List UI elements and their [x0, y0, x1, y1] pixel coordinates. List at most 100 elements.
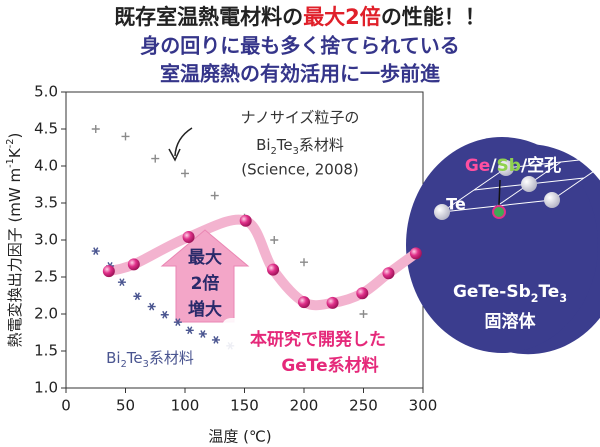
y-tick-label: 2.5: [34, 268, 58, 286]
pointer: [498, 179, 501, 206]
arrow-label: 最大: [188, 247, 222, 268]
lattice-line: [505, 161, 562, 169]
data-point: [356, 287, 369, 300]
annotation-part: 3: [143, 359, 149, 370]
annotation: (Science, 2008): [241, 161, 359, 179]
annotation-part: Te: [126, 349, 143, 367]
annotation-part: 2: [271, 146, 277, 157]
data-point: [326, 296, 339, 309]
data-point: [173, 318, 182, 326]
annotation-part: Bi: [256, 136, 270, 154]
x-tick-label: 300: [409, 397, 438, 415]
annotation-part: 2: [121, 359, 127, 370]
data-point: [382, 267, 395, 280]
callout: [222, 318, 420, 382]
annotation: Bi2Te3系材料: [106, 349, 194, 370]
data-point: [239, 214, 252, 227]
annotation-part: 3: [293, 146, 299, 157]
data-point: [121, 132, 130, 141]
crystal-label: GeTe-Sb2Te3: [453, 282, 567, 305]
y-axis-label: 熱電変換出力因子 (mW m-1K-2): [5, 133, 24, 348]
x-tick-label: 250: [349, 397, 378, 415]
data-point: [91, 247, 100, 255]
y-tick-label: 4.0: [34, 157, 58, 175]
y-tick-label: 1.5: [34, 342, 58, 360]
y-tick-label: 3.0: [34, 231, 58, 249]
data-point: [133, 292, 142, 301]
annotation-part: 系材料: [149, 349, 194, 367]
data-point: [127, 258, 140, 271]
x-axis-label: 温度 (℃): [208, 428, 271, 446]
te-atom: [434, 204, 450, 220]
arrow-head: [168, 148, 181, 162]
annotation: ナノサイズ粒子の: [241, 109, 360, 127]
y-axis-label-part: -1: [5, 158, 16, 168]
data-point: [298, 296, 310, 309]
y-axis-label-part: K: [6, 147, 24, 158]
increase-arrow: [160, 229, 250, 323]
callout-label: GeTe系材料: [281, 355, 378, 376]
x-tick-label: 100: [171, 397, 200, 415]
te-atom: [498, 160, 514, 176]
y-tick-label: 1.0: [34, 379, 58, 397]
data-point: [181, 169, 189, 178]
crystal-label-part: /: [490, 156, 497, 176]
y-tick-label: 5.0: [34, 83, 58, 101]
y-tick-label: 3.5: [34, 194, 58, 212]
annotation-part: Te: [276, 136, 293, 154]
data-point: [91, 125, 100, 133]
data-point: [270, 236, 279, 244]
data-point: [182, 231, 195, 244]
x-tick-label: 50: [116, 397, 135, 415]
callout-label: 本研究で開発した: [250, 329, 386, 350]
data-point: [198, 330, 207, 338]
lattice-line: [560, 157, 600, 163]
annotation: Bi2Te3系材料: [256, 136, 344, 157]
annotation-part: Bi: [106, 349, 120, 367]
crystal-label-part: /空孔: [521, 155, 561, 176]
bubble-body: [406, 137, 598, 353]
x-tick-label: 0: [61, 397, 71, 415]
data-point: [300, 258, 308, 267]
crystal-label: Te: [446, 195, 466, 214]
crystal-label: Ge/Sb/空孔: [465, 155, 561, 176]
data-point: [147, 302, 156, 311]
crystal-label-part: GeTe-Sb: [453, 282, 531, 302]
title-part: 既存室温熱電材料の: [114, 5, 303, 29]
lattice-line: [528, 177, 585, 185]
arrow-label: 増大: [188, 299, 222, 320]
site-atom: [492, 205, 506, 219]
x-tick-label: 150: [230, 397, 259, 415]
title-part: の性能！！: [381, 5, 486, 29]
subtitle: 身の回りに最も多く捨てられている: [140, 34, 459, 58]
data-point: [117, 278, 126, 287]
subtitle: 室温廃熱の有効活用に一歩前進: [160, 62, 440, 86]
annotation-part: 系材料: [299, 136, 344, 154]
crystal-label-part: Sb: [497, 156, 521, 176]
y-axis-label-part: 熱電変換出力因子 (mW m: [6, 168, 24, 347]
data-point: [211, 336, 220, 344]
data-point: [185, 326, 194, 335]
te-atom: [544, 192, 560, 208]
lattice-line: [473, 183, 530, 191]
te-atom: [521, 176, 537, 192]
data-point: [409, 247, 422, 260]
y-axis-label-part: ): [6, 133, 24, 139]
title-part: 最大2倍: [303, 5, 381, 29]
title: 既存室温熱電材料の最大2倍の性能！！: [114, 5, 486, 29]
curved-arrow: [174, 127, 193, 157]
x-tick-label: 200: [290, 397, 319, 415]
lattice-line: [441, 205, 498, 213]
data-point: [151, 154, 160, 163]
data-point: [160, 310, 169, 319]
lattice-line: [496, 199, 553, 207]
crystal-label-part: 2: [531, 292, 539, 305]
y-tick-label: 4.5: [34, 120, 58, 138]
crystal-label-part: Te: [538, 282, 559, 302]
fit-curve: [103, 214, 421, 311]
y-tick-label: 2.0: [34, 305, 58, 323]
crystal-label-part: Ge: [465, 156, 490, 176]
y-axis-label-part: -2: [5, 139, 16, 149]
crystal-label-part: 3: [559, 292, 567, 305]
